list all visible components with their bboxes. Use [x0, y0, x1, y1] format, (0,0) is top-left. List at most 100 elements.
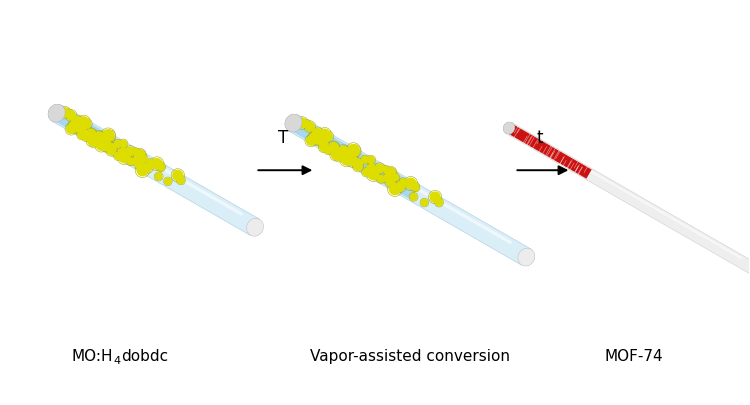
Circle shape: [395, 182, 404, 191]
Circle shape: [369, 164, 375, 170]
Circle shape: [340, 147, 350, 157]
Polygon shape: [66, 112, 244, 216]
Circle shape: [121, 147, 126, 153]
Circle shape: [385, 174, 391, 180]
Circle shape: [304, 121, 310, 128]
Circle shape: [101, 141, 111, 150]
Text: MO:H: MO:H: [71, 349, 113, 364]
Circle shape: [344, 153, 352, 162]
Polygon shape: [53, 106, 120, 154]
Circle shape: [147, 160, 153, 166]
Ellipse shape: [48, 104, 65, 122]
Circle shape: [331, 143, 338, 150]
Polygon shape: [52, 105, 260, 235]
Circle shape: [67, 111, 76, 120]
Polygon shape: [290, 116, 418, 200]
Circle shape: [128, 158, 134, 164]
Circle shape: [157, 163, 164, 170]
Circle shape: [310, 133, 320, 143]
Circle shape: [324, 132, 332, 141]
Ellipse shape: [285, 114, 302, 132]
Circle shape: [120, 140, 127, 147]
Circle shape: [341, 155, 352, 165]
Polygon shape: [289, 115, 531, 266]
Circle shape: [406, 178, 416, 189]
Circle shape: [78, 131, 86, 139]
Circle shape: [318, 131, 324, 137]
Ellipse shape: [285, 114, 302, 132]
Circle shape: [368, 156, 374, 163]
Circle shape: [98, 139, 106, 147]
Circle shape: [86, 129, 95, 139]
Circle shape: [382, 166, 388, 173]
Circle shape: [128, 159, 134, 164]
Circle shape: [313, 129, 322, 138]
Circle shape: [69, 121, 80, 132]
Circle shape: [119, 152, 130, 163]
Circle shape: [338, 146, 349, 157]
Text: Vapor-assisted conversion: Vapor-assisted conversion: [310, 349, 510, 364]
Circle shape: [389, 184, 400, 194]
Circle shape: [104, 132, 114, 141]
Circle shape: [411, 183, 419, 190]
Circle shape: [88, 136, 97, 145]
Polygon shape: [506, 124, 592, 179]
Text: dobdc: dobdc: [121, 349, 168, 364]
Circle shape: [107, 147, 116, 155]
Circle shape: [379, 176, 385, 182]
Circle shape: [77, 119, 83, 125]
Circle shape: [369, 166, 375, 172]
Ellipse shape: [48, 104, 65, 122]
Circle shape: [136, 151, 144, 159]
Circle shape: [386, 168, 395, 178]
Polygon shape: [289, 115, 531, 265]
Circle shape: [320, 129, 330, 139]
Text: T: T: [278, 129, 289, 147]
Circle shape: [386, 178, 394, 186]
Ellipse shape: [48, 104, 65, 122]
Circle shape: [69, 123, 76, 131]
Ellipse shape: [518, 248, 535, 266]
Circle shape: [95, 133, 105, 143]
Circle shape: [155, 173, 162, 180]
Polygon shape: [520, 130, 742, 260]
Circle shape: [410, 194, 417, 200]
Circle shape: [320, 144, 327, 151]
Polygon shape: [506, 123, 750, 277]
Polygon shape: [52, 105, 260, 236]
Text: t: t: [536, 129, 543, 147]
Circle shape: [142, 163, 152, 172]
Circle shape: [430, 192, 440, 202]
Circle shape: [118, 149, 125, 156]
Circle shape: [115, 152, 122, 159]
Circle shape: [79, 117, 88, 127]
Ellipse shape: [503, 122, 515, 134]
Circle shape: [134, 150, 145, 160]
Circle shape: [67, 124, 76, 134]
Circle shape: [376, 164, 384, 173]
Circle shape: [172, 171, 183, 180]
Circle shape: [88, 130, 95, 137]
Circle shape: [348, 145, 358, 155]
Circle shape: [354, 162, 362, 171]
Ellipse shape: [503, 122, 515, 134]
Text: MOF-74: MOF-74: [604, 349, 663, 364]
Circle shape: [178, 177, 184, 183]
Circle shape: [107, 144, 116, 153]
Circle shape: [133, 149, 139, 155]
Circle shape: [94, 132, 104, 143]
Circle shape: [350, 146, 359, 156]
Circle shape: [332, 151, 340, 159]
Circle shape: [92, 134, 102, 144]
Circle shape: [159, 165, 164, 171]
Circle shape: [354, 159, 362, 168]
Circle shape: [362, 156, 368, 163]
Circle shape: [334, 151, 344, 160]
Circle shape: [309, 134, 316, 143]
Text: 4: 4: [113, 356, 120, 366]
Circle shape: [400, 179, 406, 185]
Circle shape: [140, 156, 147, 162]
Circle shape: [307, 136, 316, 145]
Ellipse shape: [247, 219, 263, 236]
Circle shape: [165, 178, 171, 185]
